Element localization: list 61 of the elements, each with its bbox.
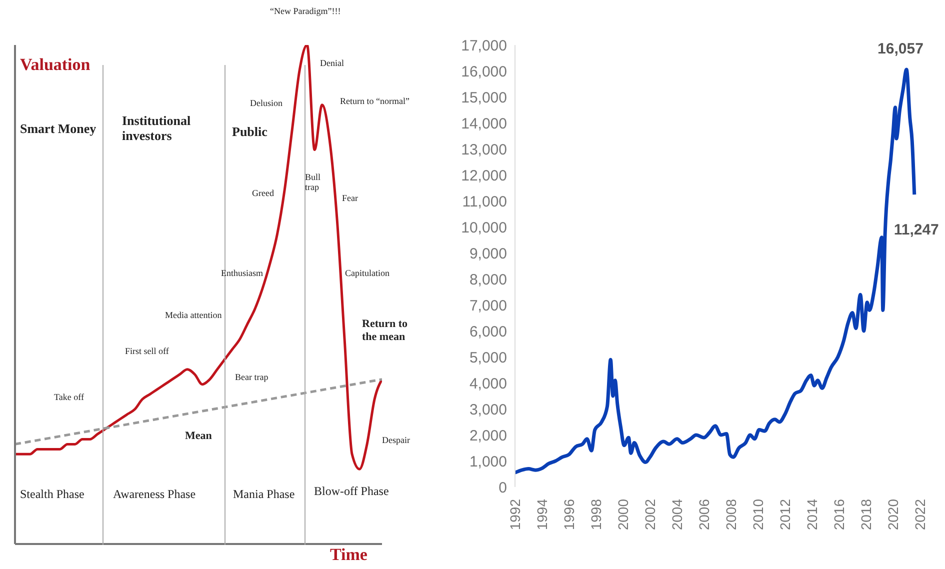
x-tick-label: 1992 [507,498,523,530]
x-tick-label: 2006 [696,498,712,530]
annotation: Mean [185,430,213,443]
y-tick-label: 5,000 [469,349,507,366]
annotation: Awareness Phase [113,487,197,502]
annotation: Bull trap [305,172,322,193]
annotation: Bear trap [235,372,270,382]
annotation: Greed [252,188,275,198]
annotation: Despair [382,435,411,446]
y-tick-label: 17,000 [461,37,507,54]
annotation: Fear [342,193,359,204]
x-tick-label: 2022 [912,498,928,530]
y-tick-label: 3,000 [469,401,507,418]
x-tick-label: 2000 [615,498,631,530]
x-tick-label: 2018 [858,498,874,530]
y-tick-label: 4,000 [469,375,507,392]
x-tick-label: 2012 [777,498,793,530]
y-tick-label: 12,000 [461,167,507,184]
y-tick-label: 1,000 [469,453,507,470]
x-tick-label: 1998 [588,498,604,530]
y-tick-label: 6,000 [469,323,507,340]
x-tick-label: 2004 [669,498,685,530]
x-tick-label: 2014 [804,498,820,530]
y-tick-label: 16,000 [461,63,507,80]
annotation: Stealth Phase [20,487,86,502]
y-tick-label: 8,000 [469,271,507,288]
annotation: Return to “normal” [340,96,410,106]
annotation: Return to the mean [362,318,409,344]
annotation: Institutional investors [122,113,192,144]
annotation: Take off [54,392,85,402]
annotation: Enthusiasm [221,268,264,278]
x-axis-title: Time [330,545,368,565]
annotation: Capitulation [345,268,390,278]
x-tick-label: 2002 [642,498,658,530]
y-tick-label: 9,000 [469,245,507,262]
y-tick-label: 7,000 [469,297,507,314]
x-tick-label: 2016 [831,498,847,530]
annotation: Denial [320,58,345,68]
y-tick-label: 10,000 [461,219,507,236]
x-tick-label: 2008 [723,498,739,530]
annotation: Media attention [165,310,223,320]
annotation: First sell off [125,346,170,356]
x-tick-label: 1994 [534,498,550,530]
x-tick-label: 2020 [885,498,901,530]
y-tick-label: 14,000 [461,115,507,132]
text: “New Paradigm”!!! [270,6,342,16]
annotation: Mania Phase [233,487,296,502]
annotation: Smart Money [20,121,98,137]
y-tick-label: 0 [498,479,507,496]
y-tick-label: 11,000 [462,193,507,210]
annotation: Delusion [250,98,284,108]
annotation: Blow-off Phase [314,484,390,499]
y-axis-title: Valuation [20,55,90,75]
x-tick-label: 2010 [750,498,766,530]
y-tick-label: 2,000 [469,427,507,444]
annotation: Public [232,124,268,140]
annotation: 16,057 [878,40,924,58]
annotation: 11,247 [894,222,939,239]
x-tick-label: 1996 [561,498,577,530]
y-tick-label: 15,000 [461,89,507,106]
y-tick-label: 13,000 [461,141,507,158]
